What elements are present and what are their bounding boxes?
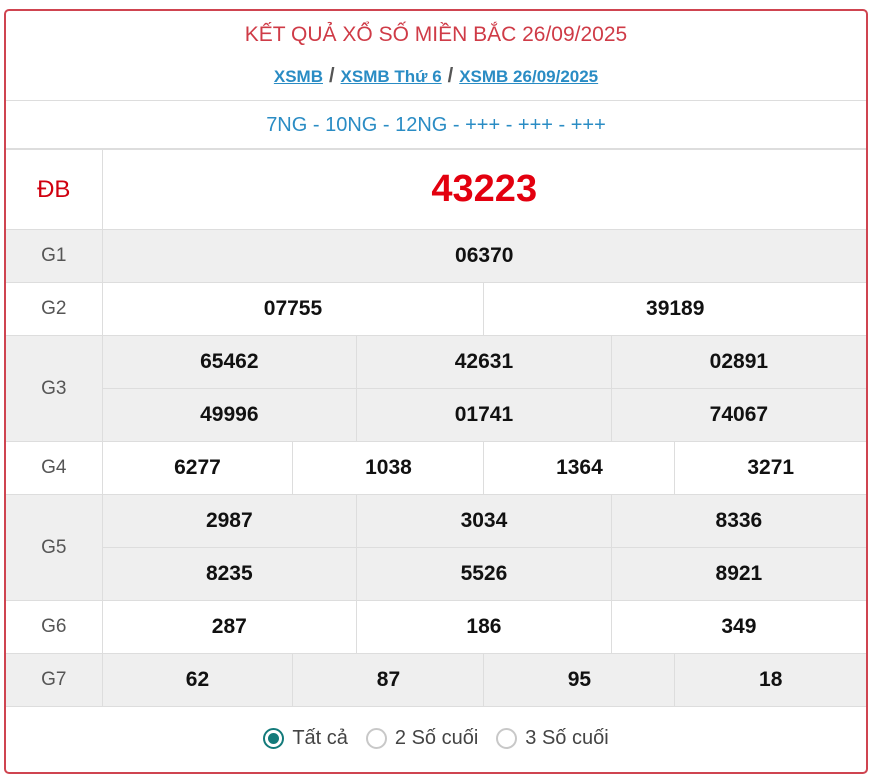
prize-label: G1: [6, 229, 103, 283]
row-g5: G5 2987 3034 8336: [6, 494, 866, 601]
prize-number: 8336: [610, 494, 866, 548]
prize-label: G7: [6, 653, 103, 707]
prize-number: 186: [356, 600, 612, 654]
prize-number: 65462: [101, 335, 358, 389]
prize-label: G5: [6, 494, 103, 601]
radio-all[interactable]: Tất cả: [263, 727, 348, 750]
prize-label: G6: [6, 600, 103, 654]
row-g3b: 49996 01741 74067: [6, 388, 866, 442]
prize-label: G3: [6, 335, 103, 442]
link-xsmb-date[interactable]: XSMB 26/09/2025: [459, 67, 599, 86]
radio-unchecked-icon[interactable]: [365, 727, 387, 749]
row-g5b: 8235 5526 8921: [6, 547, 866, 601]
special-prize-number: 43223: [101, 149, 866, 230]
prize-number: 1364: [483, 441, 676, 495]
prize-label: ĐB: [6, 149, 103, 230]
display-filter: Tất cả 2 Số cuối 3 Số cuối: [6, 707, 866, 769]
prize-number: 18: [674, 653, 866, 707]
prize-number: 74067: [610, 388, 866, 442]
radio-unchecked-icon[interactable]: [496, 727, 518, 749]
prize-number: 3034: [356, 494, 612, 548]
prize-number: 95: [483, 653, 676, 707]
radio-checked-icon[interactable]: [263, 727, 285, 749]
prize-number: 62: [101, 653, 294, 707]
results-table: ĐB 43223 G1 06370 G2 07755 39189 G3 6546…: [6, 149, 866, 707]
prize-number: 8235: [101, 547, 358, 601]
link-xsmb-thu6[interactable]: XSMB Thứ 6: [340, 67, 442, 86]
prize-number: 87: [292, 653, 485, 707]
prize-number: 06370: [101, 229, 866, 283]
row-g2: G2 07755 39189: [6, 282, 866, 336]
prize-number: 07755: [101, 282, 485, 336]
row-g6: G6 287 186 349: [6, 600, 866, 654]
radio-label: 3 Số cuối: [525, 726, 609, 749]
prize-number: 49996: [101, 388, 358, 442]
breadcrumb: XSMB / XSMB Thứ 6 / XSMB 26/09/2025: [6, 57, 866, 100]
prize-number: 39189: [483, 282, 866, 336]
link-xsmb[interactable]: XSMB: [273, 67, 323, 86]
radio-label: 2 Số cuối: [394, 726, 479, 749]
ticket-codes: 7NG - 10NG - 12NG - +++ - +++ - +++: [6, 100, 866, 149]
prize-number: 8921: [610, 547, 866, 601]
prize-number: 6277: [101, 441, 294, 495]
row-g1: G1 06370: [6, 229, 866, 283]
prize-number: 349: [610, 600, 866, 654]
separator: /: [328, 65, 335, 87]
row-g3: G3 65462 42631 02891: [6, 335, 866, 442]
prize-number: 2987: [101, 494, 358, 548]
separator: /: [447, 65, 454, 87]
radio-label: Tất cả: [292, 726, 348, 749]
prize-number: 02891: [610, 335, 866, 389]
prize-number: 287: [101, 600, 358, 654]
results-panel: KẾT QUẢ XỔ SỐ MIỀN BẮC 26/09/2025 XSMB / X…: [4, 9, 868, 774]
prize-number: 42631: [356, 335, 612, 389]
prize-number: 01741: [356, 388, 612, 442]
prize-label: G4: [6, 441, 103, 495]
radio-last-3[interactable]: 3 Số cuối: [496, 726, 609, 750]
page-title: KẾT QUẢ XỔ SỐ MIỀN BẮC 26/09/2025: [244, 23, 628, 46]
row-g7: G7 62 87 95 18: [6, 653, 866, 707]
prize-number: 1038: [292, 441, 485, 495]
prize-label: G2: [6, 282, 103, 336]
row-db: ĐB 43223: [6, 149, 866, 230]
prize-number: 3271: [674, 441, 866, 495]
prize-number: 5526: [356, 547, 612, 601]
radio-last-2[interactable]: 2 Số cuối: [365, 726, 479, 750]
row-g4: G4 6277 1038 1364 3271: [6, 441, 866, 495]
